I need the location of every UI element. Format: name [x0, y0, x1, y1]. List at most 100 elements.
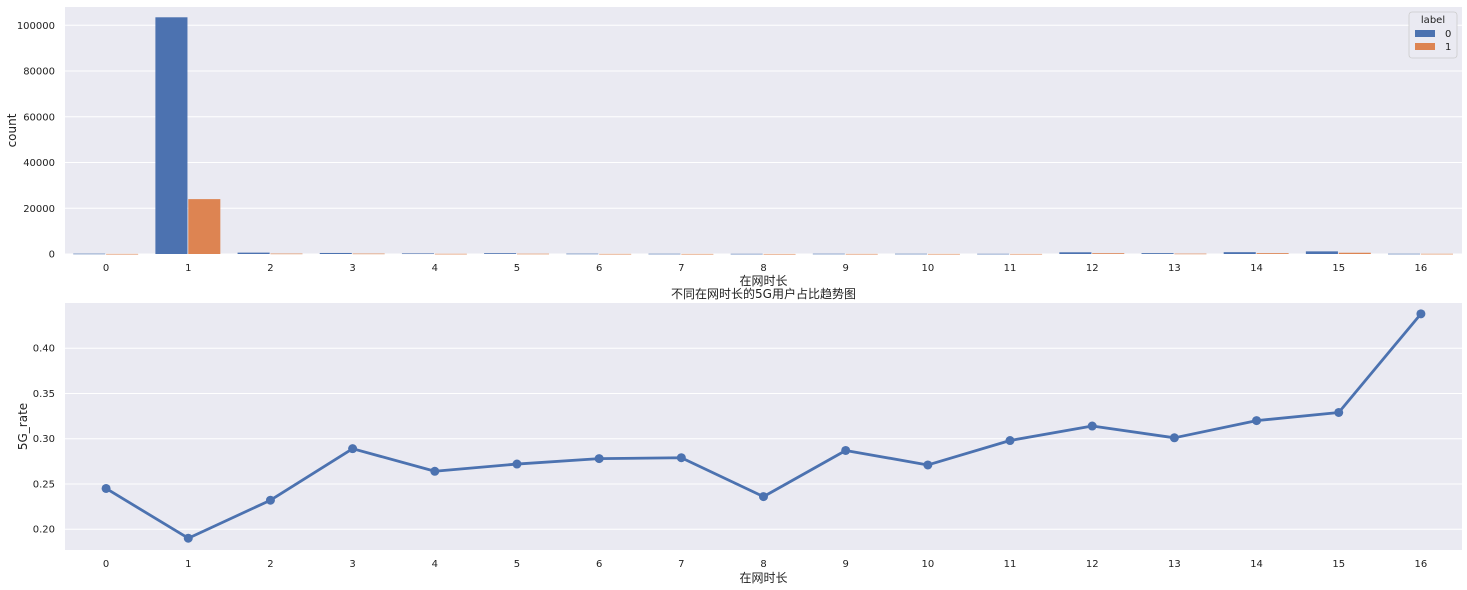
- top-x-tick-label: 5: [514, 263, 520, 274]
- bottom-x-tick-label: 2: [267, 559, 273, 570]
- bottom-x-axis-label: 在网时长: [739, 571, 787, 585]
- rate-point-9: [841, 445, 851, 455]
- bottom-x-tick-label: 8: [760, 559, 766, 570]
- rate-point-2: [265, 495, 275, 505]
- bottom-points: [101, 309, 1426, 543]
- top-x-tick-label: 14: [1250, 263, 1263, 274]
- bar-label-1-cat-7: [681, 253, 714, 255]
- bottom-x-tick-label: 13: [1168, 559, 1181, 570]
- bar-label-1-cat-14: [1256, 253, 1289, 254]
- top-x-ticks: 0 1 2 3 4 5 6 7 8 9 10 11 12 13 14 15 16: [103, 263, 1427, 274]
- bottom-y-tick-label: 0.35: [33, 389, 55, 400]
- bar-label-0-cat-13: [1141, 253, 1174, 254]
- rate-point-1: [183, 533, 193, 543]
- bar-label-1-cat-11: [1010, 253, 1043, 255]
- rate-point-5: [512, 459, 522, 469]
- bar-label-0-cat-6: [566, 253, 599, 255]
- top-x-tick-label: 13: [1168, 263, 1181, 274]
- rate-point-15: [1334, 407, 1344, 417]
- bar-label-1-cat-5: [516, 253, 550, 255]
- bottom-chart-title: 不同在网时长的5G用户占比趋势图: [671, 286, 856, 301]
- rate-point-4: [430, 466, 440, 476]
- top-x-tick-label: 16: [1415, 263, 1428, 274]
- bottom-x-tick-label: 10: [921, 559, 934, 570]
- top-x-tick-label: 6: [596, 263, 602, 274]
- top-x-tick-label: 15: [1332, 263, 1345, 274]
- legend-entry-label-1: 1: [1445, 42, 1451, 53]
- rate-point-12: [1087, 421, 1097, 431]
- bottom-x-tick-label: 14: [1250, 559, 1263, 570]
- bottom-y-tick-label: 0.40: [33, 344, 55, 355]
- top-x-tick-label: 9: [842, 263, 848, 274]
- rate-point-8: [759, 492, 768, 502]
- rate-point-14: [1252, 416, 1262, 426]
- bottom-x-ticks: 0 1 2 3 4 5 6 7 8 9 10 11 12 13 14 15 16: [103, 559, 1427, 570]
- top-x-tick-label: 7: [678, 263, 684, 274]
- bar-label-0-cat-7: [648, 253, 681, 255]
- bar-label-0-cat-0: [73, 253, 106, 255]
- legend: label 0 1: [1408, 11, 1458, 59]
- bottom-x-tick-label: 12: [1086, 559, 1099, 570]
- bar-label-1-cat-2: [270, 253, 303, 255]
- bottom-x-tick-label: 16: [1415, 559, 1428, 570]
- bottom-x-tick-label: 4: [432, 559, 438, 570]
- bottom-y-tick-label: 0.25: [33, 479, 55, 490]
- bar-label-1-cat-15: [1338, 252, 1371, 254]
- top-y-ticks: 0 20000 40000 60000 80000 100000: [17, 21, 55, 261]
- bar-label-0-cat-12: [1059, 252, 1092, 254]
- bar-label-0-cat-4: [401, 253, 434, 255]
- bottom-x-tick-label: 3: [349, 559, 355, 570]
- bottom-x-tick-label: 11: [1004, 559, 1017, 570]
- rate-point-3: [348, 444, 358, 454]
- bar-label-0-cat-15: [1305, 251, 1338, 254]
- bar-label-1-cat-9: [845, 253, 878, 255]
- rate-point-13: [1169, 433, 1179, 443]
- top-y-tick-label: 20000: [23, 204, 55, 215]
- bar-label-1-cat-1: [188, 199, 221, 254]
- top-x-axis-label: 在网时长: [739, 274, 787, 288]
- bar-label-1-cat-0: [106, 253, 139, 255]
- bar-label-1-cat-3: [352, 253, 385, 255]
- top-x-tick-label: 4: [432, 263, 438, 274]
- rate-point-11: [1005, 436, 1015, 446]
- rate-point-10: [923, 460, 933, 470]
- top-x-tick-label: 12: [1086, 263, 1099, 274]
- bottom-x-tick-label: 15: [1332, 559, 1345, 570]
- bar-label-0-cat-8: [730, 253, 763, 255]
- bar-label-0-cat-14: [1223, 252, 1256, 254]
- bar-label-1-cat-12: [1092, 253, 1125, 254]
- bottom-x-tick-label: 6: [596, 559, 602, 570]
- bottom-x-tick-label: 9: [842, 559, 848, 570]
- rate-point-16: [1416, 309, 1426, 319]
- legend-title: label: [1421, 15, 1445, 26]
- bar-label-1-cat-4: [434, 253, 467, 255]
- top-x-tick-label: 11: [1004, 263, 1017, 274]
- top-x-tick-label: 0: [103, 263, 109, 274]
- rate-point-7: [676, 453, 686, 463]
- top-y-axis-label: count: [5, 113, 19, 147]
- legend-swatch-label-1: [1415, 43, 1435, 50]
- bar-label-1-cat-10: [927, 253, 960, 255]
- bottom-plot-area: [65, 303, 1462, 550]
- top-x-tick-label: 2: [267, 263, 273, 274]
- bar-label-0-cat-10: [894, 253, 928, 255]
- bar-label-0-cat-16: [1388, 253, 1421, 255]
- bar-label-0-cat-5: [484, 253, 517, 254]
- top-x-tick-label: 3: [349, 263, 355, 274]
- top-bars: [73, 17, 1453, 255]
- bar-label-0-cat-3: [319, 252, 352, 254]
- top-x-tick-label: 10: [921, 263, 934, 274]
- top-y-tick-label: 40000: [23, 158, 55, 169]
- bottom-x-tick-label: 1: [185, 559, 191, 570]
- bar-label-0-cat-9: [812, 253, 845, 255]
- bar-label-0-cat-11: [977, 253, 1010, 255]
- bottom-y-ticks: 0.20 0.25 0.30 0.35 0.40: [33, 344, 55, 536]
- top-x-tick-label: 1: [185, 263, 191, 274]
- top-y-tick-label: 80000: [23, 67, 55, 78]
- rate-point-6: [594, 454, 604, 464]
- top-y-tick-label: 60000: [23, 112, 55, 123]
- rate-line-chart: 不同在网时长的5G用户占比趋势图 0.20 0.25 0.30 0.35 0.40 0 1…: [16, 286, 1462, 585]
